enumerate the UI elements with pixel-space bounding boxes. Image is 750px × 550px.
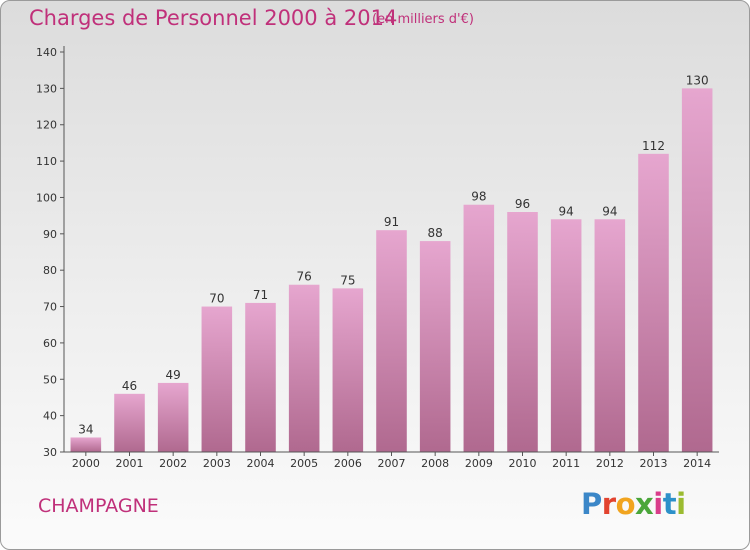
value-label-2012: 94 bbox=[602, 204, 617, 218]
x-tick-label-2007: 2007 bbox=[378, 457, 406, 470]
x-tick-label-2011: 2011 bbox=[552, 457, 580, 470]
logo-letter: i bbox=[676, 487, 686, 521]
bar-2011 bbox=[550, 219, 582, 452]
bar-2013 bbox=[638, 153, 669, 452]
y-tick-label: 30 bbox=[43, 446, 57, 459]
chart-title: Charges de Personnel 2000 à 2014 bbox=[29, 6, 398, 30]
y-tick-label: 70 bbox=[43, 301, 57, 314]
y-tick-label: 80 bbox=[43, 264, 57, 277]
y-tick-label: 90 bbox=[43, 228, 57, 241]
bar-2014 bbox=[681, 88, 713, 452]
y-tick-label: 110 bbox=[36, 155, 57, 168]
x-tick-label-2002: 2002 bbox=[159, 457, 187, 470]
value-label-2009: 98 bbox=[471, 190, 486, 204]
value-label-2005: 76 bbox=[297, 270, 312, 284]
proxiti-logo: Proxiti bbox=[581, 487, 686, 521]
bar-2000 bbox=[70, 437, 102, 452]
value-label-2001: 46 bbox=[122, 379, 137, 393]
y-tick-label: 100 bbox=[36, 191, 57, 204]
place-name: CHAMPAGNE bbox=[38, 495, 159, 517]
bar-2003 bbox=[201, 306, 233, 452]
y-tick-label: 50 bbox=[43, 373, 57, 386]
chart-unit-label: (en milliers d'€) bbox=[372, 12, 474, 27]
x-tick-label-2000: 2000 bbox=[72, 457, 100, 470]
value-label-2002: 49 bbox=[166, 368, 181, 382]
value-label-2010: 96 bbox=[515, 197, 530, 211]
x-tick-label-2008: 2008 bbox=[421, 457, 449, 470]
logo-letter: i bbox=[653, 487, 663, 521]
x-tick-label-2010: 2010 bbox=[509, 457, 537, 470]
value-label-2004: 71 bbox=[253, 288, 268, 302]
bar-2010 bbox=[507, 212, 538, 452]
logo-letter: t bbox=[662, 487, 677, 521]
bar-2012 bbox=[594, 219, 626, 452]
bar-2001 bbox=[114, 393, 145, 452]
value-label-2013: 112 bbox=[642, 139, 665, 153]
y-tick-label: 120 bbox=[36, 119, 57, 132]
y-tick-label: 40 bbox=[43, 410, 57, 423]
x-tick-label-2006: 2006 bbox=[334, 457, 362, 470]
logo-letter: o bbox=[615, 487, 636, 521]
x-tick-label-2014: 2014 bbox=[683, 457, 711, 470]
value-label-2007: 91 bbox=[384, 215, 399, 229]
bar-2005 bbox=[288, 284, 320, 452]
value-label-2000: 34 bbox=[78, 422, 93, 436]
bar-2008 bbox=[419, 241, 451, 452]
logo-letter: P bbox=[581, 487, 602, 521]
value-label-2008: 88 bbox=[428, 226, 443, 240]
x-tick-label-2001: 2001 bbox=[116, 457, 144, 470]
x-tick-label-2005: 2005 bbox=[290, 457, 318, 470]
value-label-2003: 70 bbox=[209, 292, 224, 306]
x-tick-label-2009: 2009 bbox=[465, 457, 493, 470]
bar-2007 bbox=[376, 230, 407, 452]
x-tick-label-2012: 2012 bbox=[596, 457, 624, 470]
x-tick-label-2013: 2013 bbox=[640, 457, 668, 470]
logo-letter: r bbox=[601, 487, 616, 521]
value-label-2006: 75 bbox=[340, 273, 355, 287]
bar-2009 bbox=[463, 204, 495, 452]
y-tick-label: 60 bbox=[43, 337, 57, 350]
y-tick-label: 140 bbox=[36, 46, 57, 59]
x-tick-label-2004: 2004 bbox=[247, 457, 275, 470]
y-tick-label: 130 bbox=[36, 82, 57, 95]
logo-letter: x bbox=[635, 487, 654, 521]
value-label-2011: 94 bbox=[559, 204, 574, 218]
value-label-2014: 130 bbox=[686, 73, 709, 87]
bar-2002 bbox=[157, 382, 189, 452]
x-tick-label-2003: 2003 bbox=[203, 457, 231, 470]
bar-2004 bbox=[245, 302, 276, 452]
bar-2006 bbox=[332, 288, 364, 452]
